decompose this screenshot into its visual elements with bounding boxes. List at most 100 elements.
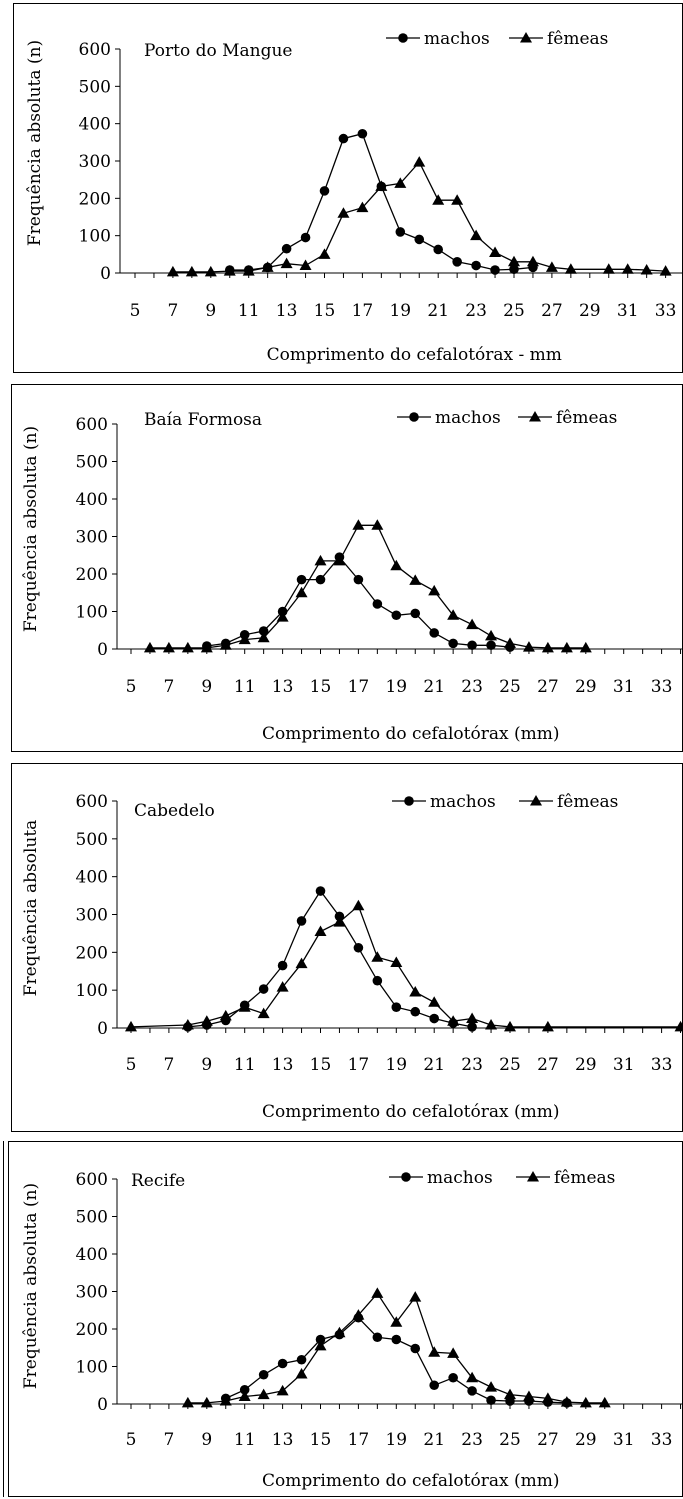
x-tick-label: 5 xyxy=(126,1055,137,1075)
data-point-femeas xyxy=(428,584,441,596)
data-point-machos xyxy=(410,1006,421,1017)
series-machos xyxy=(183,886,477,1032)
data-point-femeas xyxy=(276,1384,289,1396)
data-point-femeas xyxy=(447,1015,460,1026)
x-tick-label: 31 xyxy=(613,1430,635,1450)
data-point-femeas xyxy=(238,633,251,645)
y-tick-label: 200 xyxy=(79,189,111,209)
data-point-femeas xyxy=(295,957,308,969)
data-point-femeas xyxy=(204,265,217,277)
data-point-femeas xyxy=(390,559,403,571)
data-point-femeas xyxy=(428,1346,441,1357)
series-line-machos xyxy=(225,1316,567,1404)
x-tick-label: 21 xyxy=(423,1055,445,1075)
data-point-machos xyxy=(372,1332,383,1343)
x-tick-label: 23 xyxy=(461,1430,483,1450)
data-point-femeas xyxy=(200,1015,213,1026)
x-tick-label: 27 xyxy=(541,301,563,321)
x-tick-label: 29 xyxy=(575,677,597,697)
chart-title: Cabedelo xyxy=(134,801,215,821)
x-tick-label: 23 xyxy=(461,1055,483,1075)
x-tick-label: 21 xyxy=(427,301,449,321)
data-point-machos xyxy=(509,264,519,275)
data-point-machos xyxy=(410,1343,421,1354)
data-point-femeas xyxy=(504,1388,516,1400)
data-point-femeas xyxy=(337,207,350,218)
legend: machos fêmeas xyxy=(392,792,618,812)
y-tick-label: 0 xyxy=(97,1019,108,1039)
data-point-femeas xyxy=(238,1001,251,1012)
data-point-femeas xyxy=(371,1287,384,1298)
x-tick-label: 27 xyxy=(537,1055,559,1075)
data-point-femeas xyxy=(564,263,577,274)
y-tick-label: 400 xyxy=(79,115,111,135)
y-tick-label: 200 xyxy=(76,565,108,585)
data-point-machos xyxy=(258,626,269,636)
x-tick-label: 21 xyxy=(423,677,445,697)
legend-label-femeas: fêmeas xyxy=(556,408,617,428)
x-tick-label: 25 xyxy=(499,677,521,697)
chart-panel-porto-do-mangue: 0 100 200 300 400 500 600 5 7 9 11 13 15 17 19 21 23 25 27… xyxy=(13,3,683,373)
x-tick-label: 9 xyxy=(205,301,216,321)
legend: machos fêmeas xyxy=(397,408,617,428)
data-point-femeas xyxy=(356,201,369,213)
y-tick-label: 0 xyxy=(100,264,111,284)
data-point-femeas xyxy=(314,554,327,566)
data-point-machos xyxy=(391,610,402,621)
series-line-femeas xyxy=(130,904,681,1028)
series-femeas xyxy=(181,1287,611,1408)
x-tick-label: 19 xyxy=(389,301,411,321)
data-point-machos xyxy=(277,1358,288,1369)
data-point-femeas xyxy=(640,264,653,275)
data-point-machos xyxy=(395,227,406,237)
data-point-machos xyxy=(296,1354,307,1365)
data-point-femeas xyxy=(451,194,464,205)
y-tick-label: 100 xyxy=(76,603,108,623)
data-point-machos xyxy=(281,243,292,254)
x-tick-label: 25 xyxy=(499,1055,521,1075)
y-axis-label: Frequência absoluta xyxy=(21,820,41,997)
series-line-femeas xyxy=(187,1292,605,1404)
data-point-femeas xyxy=(560,641,573,653)
data-point-femeas xyxy=(333,554,346,566)
legend-marker-femeas xyxy=(529,411,541,422)
data-point-femeas xyxy=(409,574,422,585)
series-femeas xyxy=(166,156,672,277)
y-tick-label: 400 xyxy=(76,490,108,510)
legend-label-femeas: fêmeas xyxy=(547,29,608,49)
y-tick-label: 500 xyxy=(79,77,111,97)
chart-svg-recife: 0 100 200 300 400 500 600 5 7 9 11 13 15 17 19 21 23 25 27… xyxy=(21,1168,683,1491)
x-tick-label: 33 xyxy=(651,677,673,697)
y-tick-label: 200 xyxy=(76,1320,108,1340)
x-tick-label: 29 xyxy=(579,301,601,321)
x-axis-label: Comprimento do cefalotórax (mm) xyxy=(262,1102,559,1122)
x-tick-label: 9 xyxy=(201,1055,212,1075)
series-line-machos xyxy=(187,889,473,1028)
data-point-machos xyxy=(486,1395,496,1406)
y-tick-label: 600 xyxy=(76,792,108,812)
legend: machos fêmeas xyxy=(386,29,608,49)
data-point-femeas xyxy=(432,194,445,205)
series-machos xyxy=(220,1312,572,1408)
data-point-femeas xyxy=(390,956,403,968)
x-tick-label: 15 xyxy=(314,301,336,321)
y-tick-label: 500 xyxy=(76,830,108,850)
data-point-machos xyxy=(239,1384,250,1395)
data-point-femeas xyxy=(219,1009,232,1021)
x-tick-label: 23 xyxy=(461,677,483,697)
data-point-machos xyxy=(490,265,500,275)
x-tick-label: 9 xyxy=(201,677,212,697)
x-tick-label: 13 xyxy=(272,1430,294,1450)
data-point-femeas xyxy=(257,631,270,643)
data-point-machos xyxy=(315,1334,326,1345)
data-point-femeas xyxy=(295,1368,308,1379)
data-point-femeas xyxy=(375,180,388,191)
x-tick-label: 11 xyxy=(234,1430,256,1450)
series-line-femeas xyxy=(172,160,666,273)
y-tick-label: 0 xyxy=(97,1395,108,1415)
x-tick-label: 33 xyxy=(651,1055,673,1075)
y-tick-label: 400 xyxy=(76,868,108,888)
x-tick-label: 27 xyxy=(537,1430,559,1450)
legend-label-machos: machos xyxy=(430,792,496,812)
data-point-femeas xyxy=(185,265,198,277)
